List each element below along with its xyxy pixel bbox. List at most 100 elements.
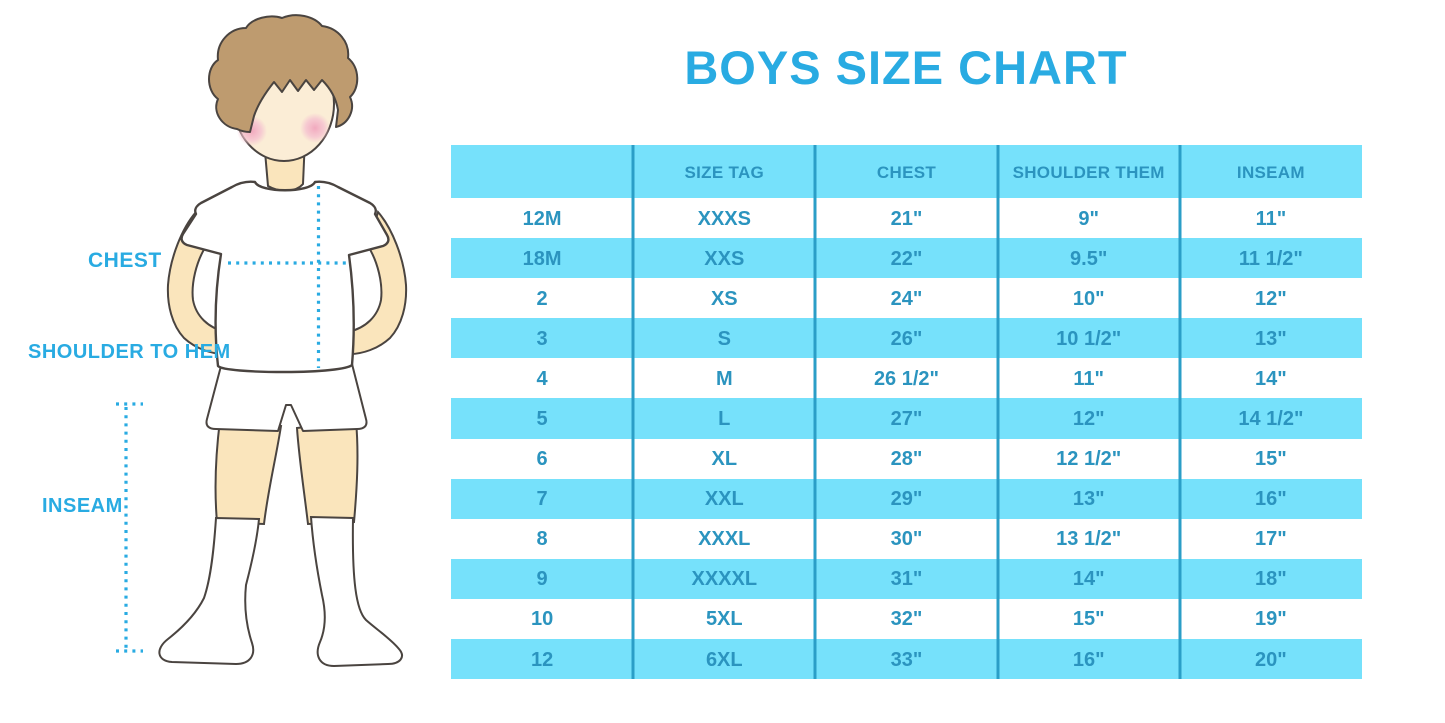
header-cell: SIZE TAG	[684, 162, 765, 182]
table-cell: 9	[536, 568, 548, 591]
table-cell: 21"	[890, 207, 923, 230]
table-cell: 11 1/2"	[1238, 247, 1303, 270]
table-cell: 7	[536, 488, 548, 511]
shoulder-to-hem-label: SHOULDER TO HEM	[28, 341, 231, 363]
table-cell: 17"	[1255, 528, 1287, 551]
boy-left-sock	[158, 516, 261, 666]
table-cell: 22"	[890, 247, 923, 270]
table-cell: 18M	[522, 247, 562, 270]
table-cell: XL	[711, 448, 738, 471]
table-row: 4 M 26 1/2" 11" 14"	[451, 358, 1362, 398]
table-cell: 12"	[1255, 287, 1287, 310]
table-cell: 10"	[1072, 287, 1105, 310]
boy-illustration	[116, 14, 408, 668]
table-row: 3 S 26" 10 1/2" 13"	[451, 318, 1362, 359]
header-cell: SHOULDER THEM	[1012, 162, 1165, 182]
table-cell: 27"	[890, 408, 923, 431]
table-row: 6 XL 28" 12 1/2" 15"	[451, 439, 1362, 479]
table-row: 2 XS 24" 10" 12"	[451, 278, 1362, 318]
table-cell: 14 1/2"	[1238, 408, 1304, 431]
table-cell: 6	[536, 448, 548, 471]
table-cell: 5XL	[705, 608, 743, 631]
table-cell: 2	[536, 287, 548, 310]
column-divider	[631, 145, 635, 679]
table-cell: 16"	[1255, 488, 1287, 511]
table-cell: 13 1/2"	[1056, 528, 1122, 551]
boy-left-leg	[214, 418, 283, 526]
table-cell: 16"	[1072, 648, 1105, 671]
table-cell: XXL	[704, 488, 744, 511]
table-cell: 14"	[1072, 568, 1105, 591]
table-cell: 20"	[1255, 648, 1287, 671]
table-cell: 12"	[1072, 408, 1105, 431]
table-header-row: SIZE TAG CHEST SHOULDER THEM INSEAM	[451, 145, 1362, 198]
table-cell: 18"	[1255, 568, 1287, 591]
inseam-label: INSEAM	[42, 495, 123, 517]
boy-tshirt	[180, 180, 390, 374]
table-cell: 26"	[890, 327, 923, 350]
column-divider	[996, 145, 1000, 679]
table-cell: 15"	[1072, 608, 1105, 631]
table-cell: 14"	[1255, 367, 1287, 390]
table-cell: XXS	[704, 247, 745, 270]
table-cell: 15"	[1255, 448, 1287, 471]
table-cell: 10	[530, 608, 554, 631]
column-divider	[1178, 145, 1182, 679]
table-row: 18M XXS 22" 9.5" 11 1/2"	[451, 238, 1362, 279]
table-cell: 13"	[1255, 327, 1287, 350]
table-cell: 13"	[1072, 488, 1105, 511]
table-cell: 26 1/2"	[873, 367, 940, 390]
table-cell: 8	[536, 528, 548, 551]
table-cell: 19"	[1255, 608, 1287, 631]
table-cell: XS	[710, 287, 738, 310]
chest-label: CHEST	[88, 249, 162, 272]
size-table: SIZE TAG CHEST SHOULDER THEM INSEAM 12M XXXS 2…	[451, 145, 1362, 680]
table-row: 12M XXXS 21" 9" 11"	[451, 198, 1362, 238]
size-table-rows: SIZE TAG CHEST SHOULDER THEM INSEAM 12M XXXS 2…	[451, 145, 1362, 680]
table-cell: 11"	[1073, 367, 1104, 390]
column-divider	[813, 145, 817, 679]
header-cell: INSEAM	[1236, 162, 1305, 182]
table-row: 9 XXXXL 31" 14" 18"	[451, 558, 1362, 599]
table-cell: 32"	[890, 608, 923, 631]
page-title: BOYS SIZE CHART	[684, 41, 1128, 94]
table-row: 10 5XL 32" 15" 19"	[451, 599, 1362, 639]
header-cell: CHEST	[876, 162, 937, 182]
table-cell: XXXS	[697, 207, 751, 230]
table-cell: 12	[530, 648, 554, 671]
table-cell: 10 1/2"	[1056, 327, 1122, 350]
table-cell: 12M	[522, 207, 562, 230]
table-cell: 5	[536, 408, 548, 431]
table-row: 12 6XL 33" 16" 20"	[451, 639, 1362, 680]
table-cell: XXXL	[698, 528, 751, 551]
blush-right	[300, 113, 330, 143]
table-cell: 31"	[890, 568, 923, 591]
table-cell: 28"	[890, 448, 923, 471]
table-cell: 4	[536, 367, 548, 390]
table-cell: 3	[536, 327, 548, 350]
table-cell: 33"	[890, 648, 923, 671]
table-row: 5 L 27" 12" 14 1/2"	[451, 398, 1362, 439]
table-cell: XXXXL	[691, 568, 758, 591]
boy-shorts	[205, 363, 368, 432]
table-cell: 9"	[1078, 207, 1099, 230]
table-row: 8 XXXL 30" 13 1/2" 17"	[451, 519, 1362, 559]
table-cell: L	[718, 408, 731, 431]
table-cell: M	[715, 367, 733, 390]
boy-right-arm	[346, 209, 408, 356]
boy-left-arm	[166, 209, 228, 356]
table-cell: 24"	[890, 287, 923, 310]
table-cell: 29"	[890, 488, 923, 511]
table-cell: 6XL	[705, 648, 743, 671]
table-cell: 11"	[1255, 207, 1287, 230]
table-cell: S	[717, 327, 731, 350]
boy-hair	[208, 14, 359, 133]
boy-right-leg	[295, 419, 359, 526]
table-row: 7 XXL 29" 13" 16"	[451, 478, 1362, 519]
table-cell: 30"	[890, 528, 923, 551]
header-cell	[451, 171, 633, 172]
table-cell: 12 1/2"	[1056, 448, 1122, 471]
boy-right-sock	[309, 515, 403, 668]
table-cell: 9.5"	[1070, 247, 1108, 270]
